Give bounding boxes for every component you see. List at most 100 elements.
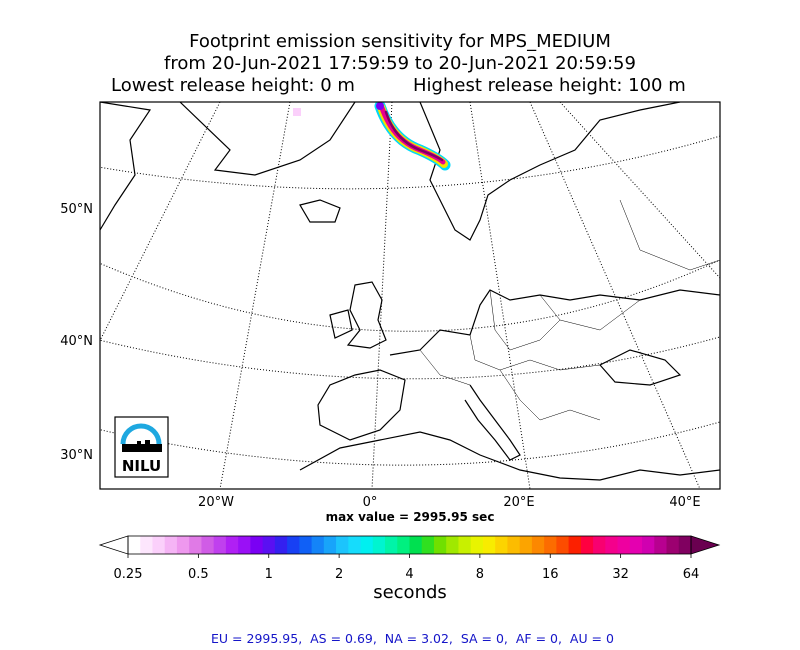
plume-speck xyxy=(293,108,301,116)
latitude-line-60n xyxy=(100,135,720,190)
colorbar-cell xyxy=(605,536,619,554)
nilu-logo: NILU xyxy=(114,416,169,478)
colorbar-cells xyxy=(128,536,692,554)
colorbar-max-arrow xyxy=(690,535,721,555)
colorbar-cell xyxy=(372,536,386,554)
colorbar-cell xyxy=(189,536,202,554)
border-line xyxy=(539,294,641,331)
colorbar-tick-label: 0.25 xyxy=(114,567,143,582)
colorbar-cell xyxy=(629,536,643,554)
max-value-label: max value = 2995.95 sec xyxy=(325,510,495,524)
lat-label-40n: 40°N xyxy=(60,334,93,349)
colorbar-cell xyxy=(580,536,594,554)
border-line xyxy=(469,334,601,371)
title-highest-release: Highest release height: 100 m xyxy=(413,75,686,96)
colorbar-cell xyxy=(128,536,141,554)
colorbar-cell xyxy=(397,536,410,554)
iceland-coast xyxy=(299,199,341,223)
colorbar-cell xyxy=(299,536,313,554)
lat-label-50n: 50°N xyxy=(60,202,93,217)
colorbar-cell xyxy=(458,536,472,554)
colorbar-tick-label: 16 xyxy=(542,567,559,582)
logo-text: NILU xyxy=(122,457,161,475)
border-line xyxy=(419,349,471,386)
colorbar-cell xyxy=(556,536,570,554)
colorbar-tick-label: 4 xyxy=(405,567,413,582)
italy-coast xyxy=(464,384,521,461)
title-line-1: Footprint emission sensitivity for MPS_M… xyxy=(189,31,611,52)
colorbar-cell xyxy=(213,536,227,554)
colorbar-ticks: 0.25 0.5 1 2 4 8 16 32 64 xyxy=(114,554,700,582)
colorbar: 0.25 0.5 1 2 4 8 16 32 64 xyxy=(98,535,721,582)
lon-label-0: 0° xyxy=(363,495,378,510)
colorbar-cell xyxy=(433,536,447,554)
longitude-line-20w xyxy=(219,102,291,489)
map-area xyxy=(99,101,721,490)
lat-label-30n: 30°N xyxy=(60,448,93,463)
title-line-2: from 20-Jun-2021 17:59:59 to 20-Jun-2021… xyxy=(164,53,636,74)
lon-label-40e: 40°E xyxy=(669,495,700,510)
lon-label-20w: 20°W xyxy=(198,495,234,510)
region-summary: EU = 2995.95, AS = 0.69, NA = 3.02, SA =… xyxy=(211,631,614,646)
greenland-coast xyxy=(100,102,152,231)
iberia-coast xyxy=(317,369,406,441)
colorbar-cell xyxy=(617,536,631,554)
colorbar-cell xyxy=(225,536,239,554)
colorbar-cell xyxy=(311,536,325,554)
colorbar-cell xyxy=(666,536,680,554)
colorbar-tick-label: 64 xyxy=(683,567,700,582)
plume-core xyxy=(384,110,444,162)
logo-skyline-tower xyxy=(145,440,150,446)
logo-skyline-tower xyxy=(137,441,141,446)
colorbar-cell xyxy=(482,536,496,554)
footprint-plume xyxy=(293,102,451,171)
colorbar-cell xyxy=(201,536,215,554)
colorbar-unit-label: seconds xyxy=(373,582,447,603)
colorbar-cell xyxy=(140,536,153,554)
colorbar-cell xyxy=(568,536,582,554)
map-background xyxy=(100,102,720,489)
colorbar-tick-label: 1 xyxy=(265,567,273,582)
colorbar-cell xyxy=(360,536,374,554)
colorbar-cell xyxy=(654,536,668,554)
latitude-line-50n xyxy=(100,259,720,332)
colorbar-cell xyxy=(336,536,349,554)
british-isles-coast xyxy=(346,281,387,349)
colorbar-tick-label: 2 xyxy=(335,567,343,582)
colorbar-cell xyxy=(495,536,508,554)
ireland-coast xyxy=(329,309,353,339)
colorbar-cell xyxy=(250,536,264,554)
colorbar-cell xyxy=(385,536,398,554)
border-line xyxy=(489,289,561,351)
colorbar-cell xyxy=(507,536,521,554)
colorbar-cell xyxy=(287,536,300,554)
north-africa-coast xyxy=(299,431,720,481)
map-frame xyxy=(99,101,721,490)
colorbar-tick-label: 0.5 xyxy=(188,567,209,582)
colorbar-min-arrow xyxy=(98,535,129,555)
colorbar-cell xyxy=(446,536,459,554)
scandinavia-coast xyxy=(419,102,681,241)
longitude-labels: 20°W 0° 20°E 40°E xyxy=(198,495,701,510)
colorbar-cell xyxy=(678,536,692,554)
colorbar-cell xyxy=(274,536,288,554)
longitude-line-60e xyxy=(559,102,720,279)
colorbar-cell xyxy=(238,536,251,554)
colorbar-cell xyxy=(152,536,166,554)
longitude-line-40w xyxy=(100,102,221,342)
greenland-east-coast xyxy=(179,102,356,176)
colorbar-cell xyxy=(421,536,435,554)
colorbar-cell xyxy=(409,536,423,554)
colorbar-tick-label: 8 xyxy=(476,567,484,582)
logo-skyline-base xyxy=(122,444,162,452)
lon-label-20e: 20°E xyxy=(503,495,534,510)
colorbar-cell xyxy=(531,536,545,554)
colorbar-cell xyxy=(642,536,655,554)
colorbar-cell xyxy=(470,536,484,554)
colorbar-cell xyxy=(348,536,362,554)
colorbar-cell xyxy=(262,536,276,554)
colorbar-cell xyxy=(593,536,606,554)
colorbar-cell xyxy=(164,536,178,554)
logo-arc xyxy=(120,423,162,445)
